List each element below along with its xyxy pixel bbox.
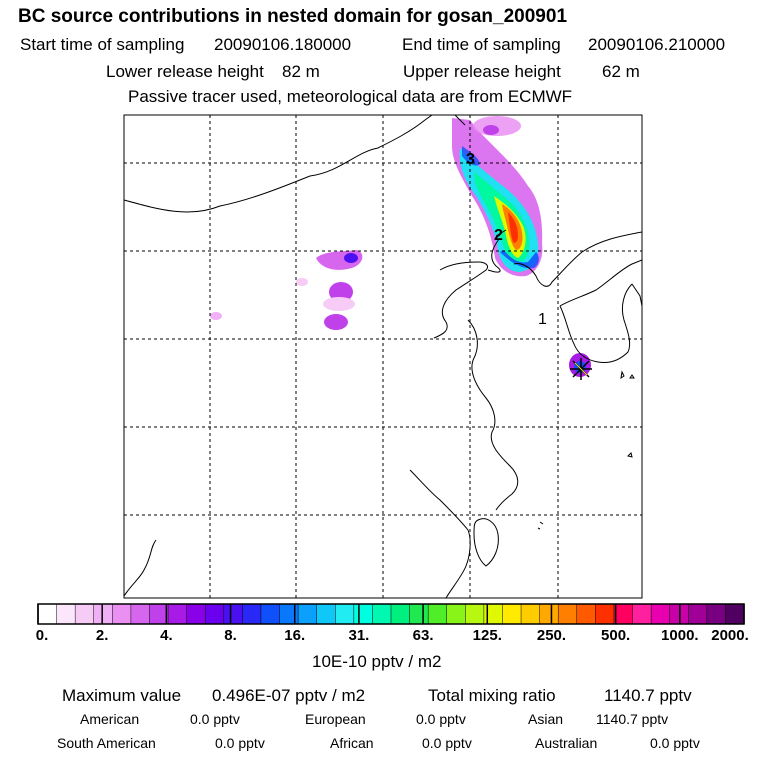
colorbar-swatch xyxy=(576,604,596,624)
colorbar-swatch xyxy=(558,604,578,624)
region-african-value: 0.0 pptv xyxy=(422,735,472,751)
region-australian-value: 0.0 pptv xyxy=(650,735,700,751)
patch-west-1-core xyxy=(344,253,358,263)
colorbar-tick-label: 4. xyxy=(160,627,173,644)
colorbar-swatch xyxy=(391,604,411,624)
colorbar xyxy=(37,603,745,625)
plume-marker-1: 1 xyxy=(538,311,547,328)
total-mixing-label: Total mixing ratio xyxy=(428,686,556,705)
colorbar-swatch xyxy=(409,604,429,624)
region-american-value: 0.0 pptv xyxy=(190,711,240,727)
colorbar-swatch xyxy=(168,604,188,624)
colorbar-swatch xyxy=(56,604,76,624)
region-european-label: European xyxy=(305,711,366,727)
colorbar-swatch xyxy=(316,604,336,624)
colorbar-swatch xyxy=(372,604,392,624)
colorbar-swatch xyxy=(428,604,448,624)
grid-lines xyxy=(124,115,642,598)
receptor-star-highlight xyxy=(574,362,588,376)
colorbar-swatch xyxy=(688,604,708,624)
colorbar-swatch xyxy=(539,604,559,624)
region-south-american-label: South American xyxy=(57,735,156,751)
start-time-label: Start time of sampling xyxy=(20,35,185,54)
colorbar-tick-label: 63. xyxy=(412,627,434,644)
lower-release-value: 82 m xyxy=(282,62,320,81)
colorbar-swatch xyxy=(651,604,671,624)
colorbar-units: 10E-10 pptv / m2 xyxy=(312,652,442,671)
plume-red xyxy=(508,212,518,243)
colorbar-tick-label: 8. xyxy=(224,627,237,644)
plume-blue-band xyxy=(500,250,539,269)
colorbar-tick-label: 31. xyxy=(348,627,370,644)
patch-west-4 xyxy=(210,312,222,320)
colorbar-tick-label: 0. xyxy=(35,627,49,644)
colorbar-swatch xyxy=(93,604,113,624)
start-time-value: 20090106.180000 xyxy=(214,35,352,54)
colorbar-swatch xyxy=(595,604,615,624)
upper-release-label: Upper release height xyxy=(403,62,561,81)
colorbar-swatch xyxy=(521,604,541,624)
colorbar-swatch xyxy=(353,604,373,624)
colorbar-swatch xyxy=(502,604,522,624)
plume-blue-north xyxy=(462,146,480,166)
colorbar-swatch xyxy=(260,604,281,624)
region-european-value: 0.0 pptv xyxy=(416,711,466,727)
colorbar-swatch xyxy=(186,604,206,624)
colorbar-tick-label: 2. xyxy=(95,627,109,644)
max-value: 0.496E-07 pptv / m2 xyxy=(212,686,366,705)
colorbar-tick-label: 2000. xyxy=(711,627,749,644)
lower-release-label: Lower release height xyxy=(106,62,264,81)
colorbar-swatch xyxy=(242,604,262,624)
max-value-label: Maximum value xyxy=(62,686,182,705)
end-time-value: 20090106.210000 xyxy=(588,35,726,54)
colorbar-swatch xyxy=(298,604,318,624)
colorbar-swatch xyxy=(613,604,634,624)
plume-marker-2: 2 xyxy=(494,227,503,244)
colorbar-tick-label: 1000. xyxy=(661,627,699,644)
data-source-note: Passive tracer used, meteorological data… xyxy=(128,87,573,106)
plume-marker-3: 3 xyxy=(466,151,475,168)
colorbar-swatch xyxy=(446,604,466,624)
chart-title: BC source contributions in nested domain… xyxy=(18,6,568,27)
colorbar-swatch xyxy=(725,604,745,624)
patch-north-core xyxy=(483,125,499,135)
colorbar-swatch xyxy=(223,604,243,624)
patch-west-5 xyxy=(296,278,308,286)
colorbar-swatch xyxy=(205,604,225,624)
colorbar-tick-label: 125. xyxy=(472,627,502,644)
colorbar-tick-label: 500. xyxy=(601,627,631,644)
colorbar-swatch xyxy=(632,604,652,624)
coastlines xyxy=(124,115,642,598)
patch-west-3 xyxy=(324,314,348,330)
patch-west-2 xyxy=(329,282,353,302)
colorbar-swatch xyxy=(75,604,95,624)
region-australian-label: Australian xyxy=(535,735,598,751)
colorbar-swatch xyxy=(483,604,503,624)
region-south-american-value: 0.0 pptv xyxy=(215,735,265,751)
region-african-label: African xyxy=(330,735,374,751)
colorbar-swatch xyxy=(130,604,150,624)
map-frame xyxy=(123,114,643,599)
colorbar-swatch xyxy=(465,604,485,624)
colorbar-tick-label: 250. xyxy=(536,627,567,644)
colorbar-swatch xyxy=(149,604,169,624)
trajectory-line-2 xyxy=(495,229,507,237)
end-time-label: End time of sampling xyxy=(402,35,561,54)
total-mixing-value: 1140.7 pptv xyxy=(604,686,692,705)
colorbar-swatch xyxy=(335,604,355,624)
colorbar-swatch xyxy=(279,604,299,624)
colorbar-swatch xyxy=(38,604,58,624)
region-american-label: American xyxy=(80,711,140,727)
concentration-field xyxy=(124,115,642,598)
colorbar-tick-label: 16. xyxy=(284,627,306,644)
colorbar-swatch xyxy=(706,604,726,624)
colorbar-frame xyxy=(37,603,745,625)
region-asian-label: Asian xyxy=(528,711,564,727)
patch-west-2-halo xyxy=(323,297,355,311)
upper-release-value: 62 m xyxy=(602,62,640,81)
colorbar-swatch xyxy=(112,604,132,624)
region-asian-value: 1140.7 pptv xyxy=(596,711,669,727)
trajectory-line xyxy=(454,115,466,126)
